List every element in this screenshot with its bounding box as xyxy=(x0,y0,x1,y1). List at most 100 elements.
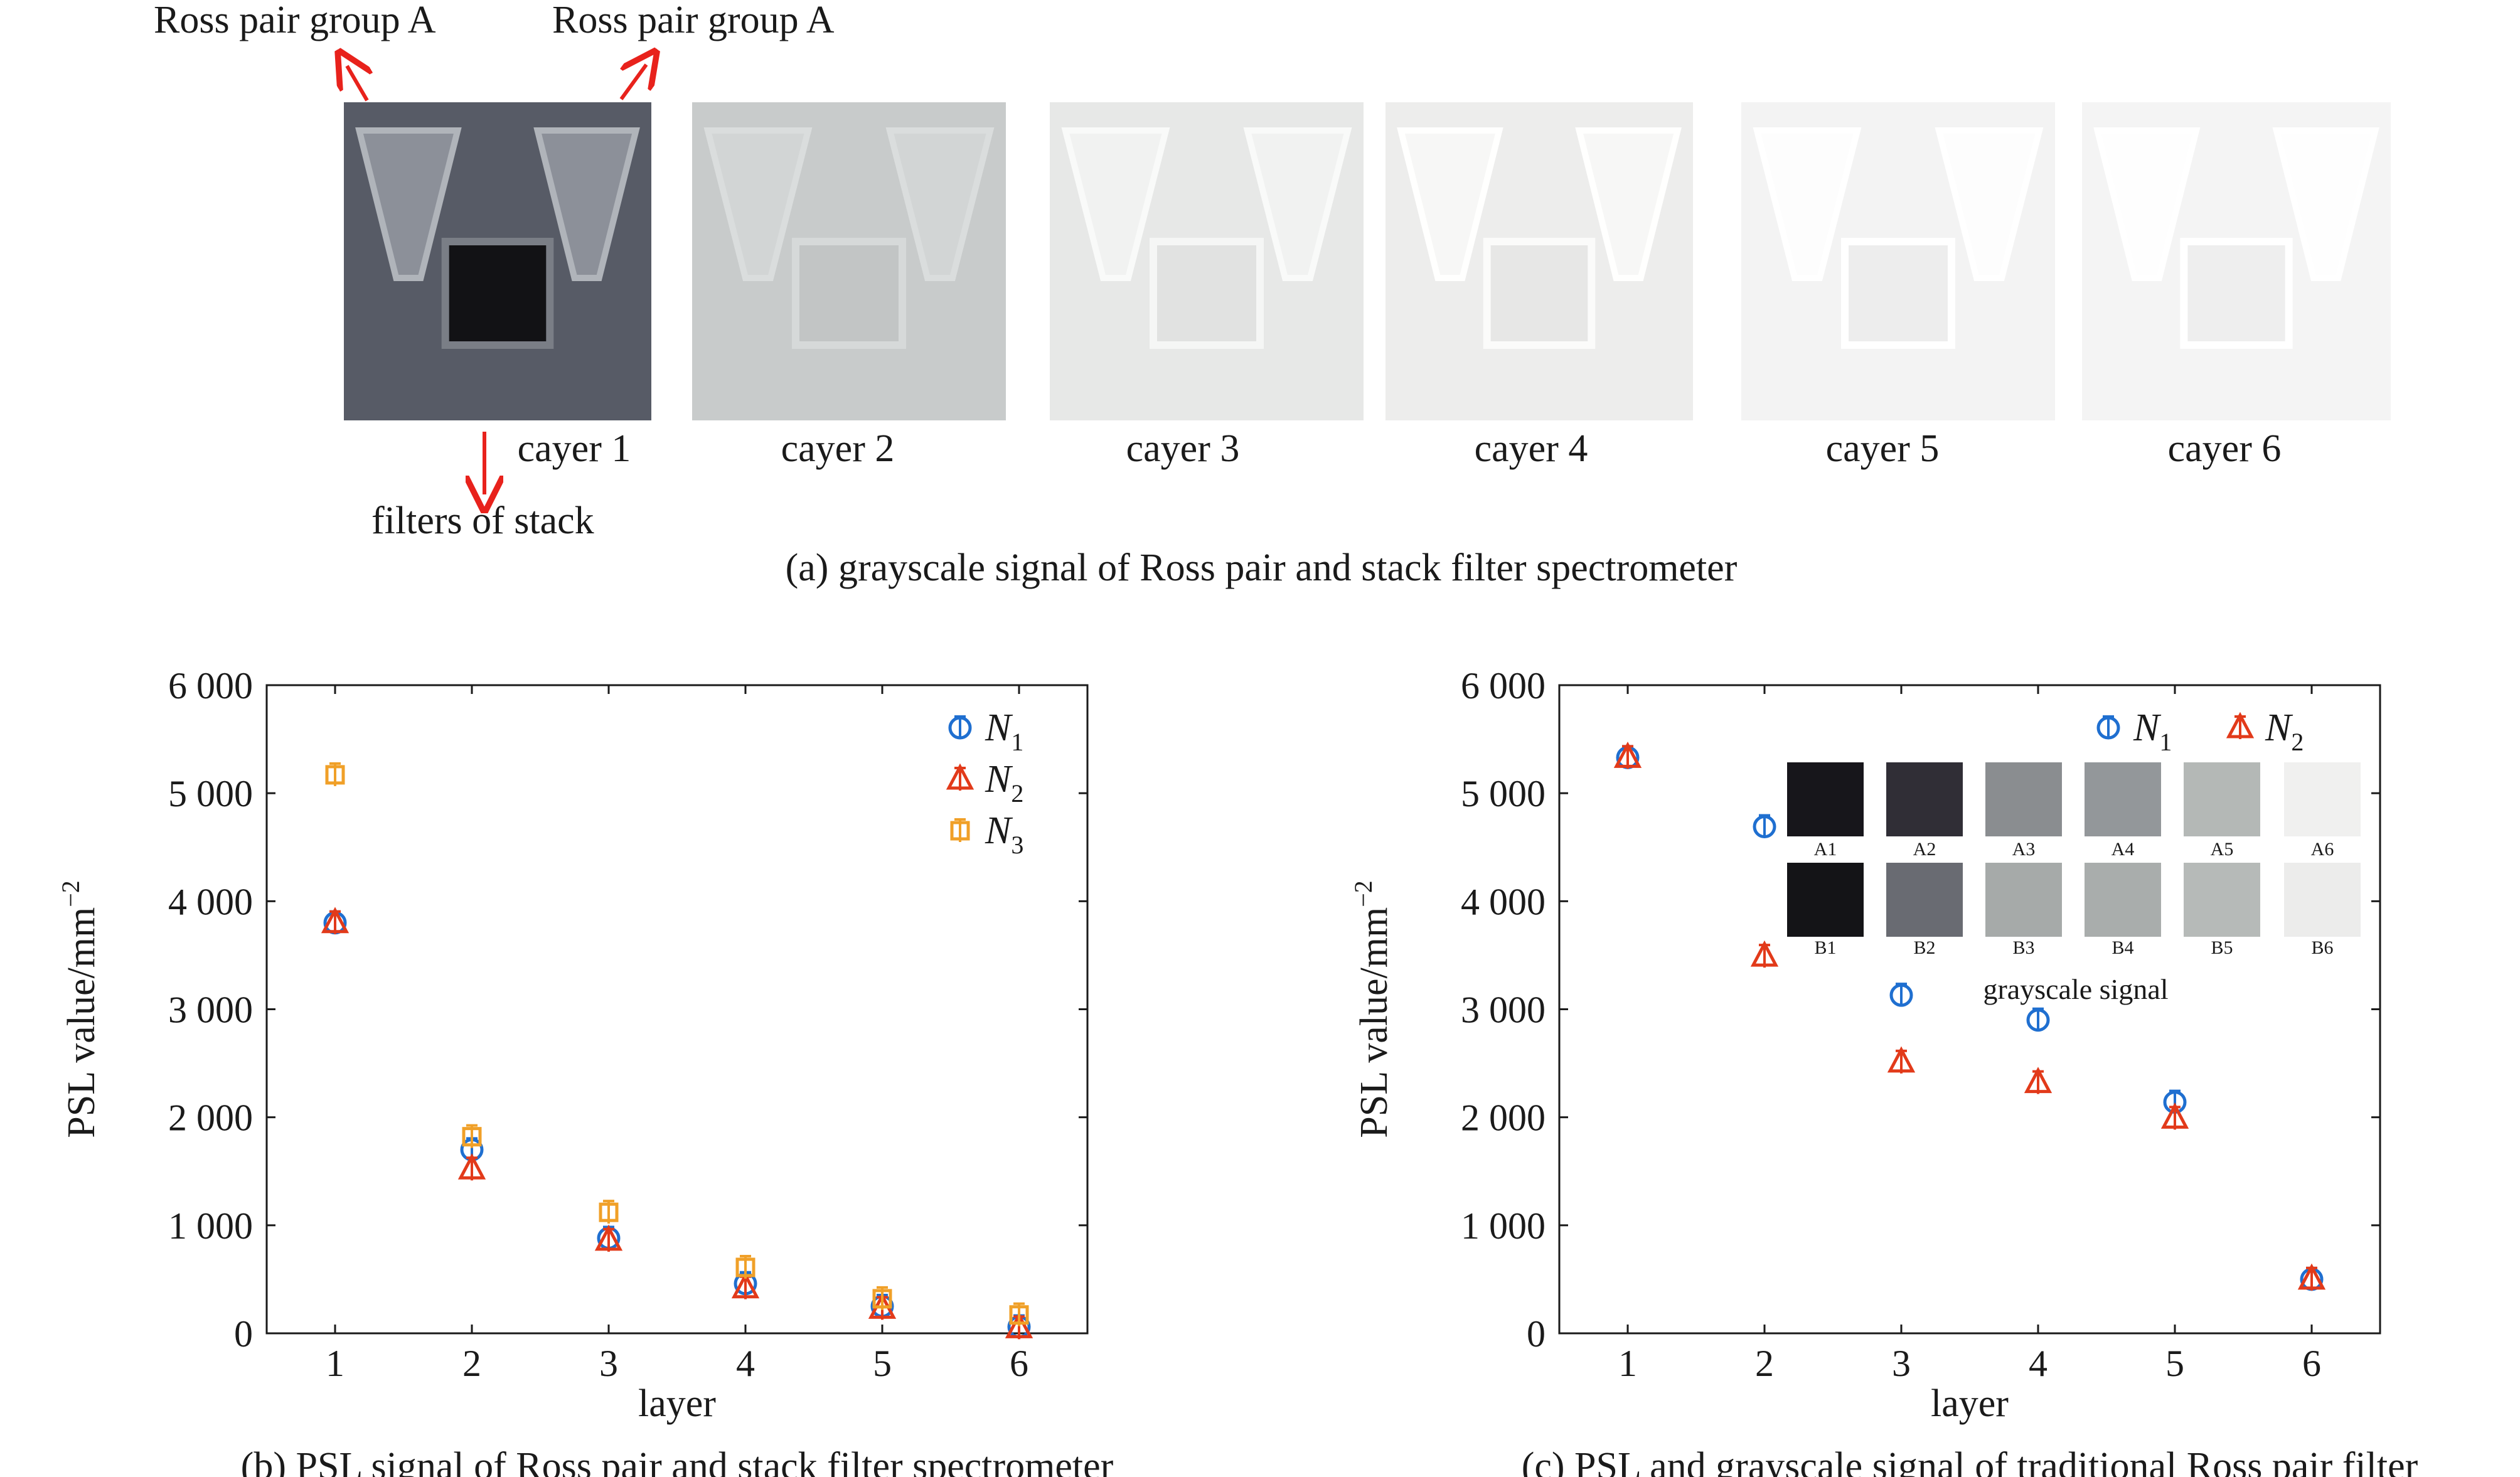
legend-label: N3 xyxy=(985,809,1023,859)
arrow-ross-right xyxy=(619,65,646,100)
x-tick-label: 2 xyxy=(1755,1343,1774,1384)
x-tick-label: 1 xyxy=(326,1343,344,1384)
x-tick-label: 6 xyxy=(1010,1343,1028,1384)
series-N2 xyxy=(321,907,1033,1340)
ross-filter-left xyxy=(703,127,813,281)
x-axis-label: layer xyxy=(638,1382,716,1425)
stack-filter-window xyxy=(1841,238,1955,349)
grayscale-inset: A1 A2 A3 A4 A5 A6 B1 B2 B3 B4 B5 B6 grayscale signal xyxy=(1787,762,2361,1005)
grayscale-swatch-B6 xyxy=(2284,863,2361,937)
legend-label: N2 xyxy=(985,758,1023,808)
grayscale-swatch-B3 xyxy=(1985,863,2062,937)
legend-entry-N2: N2 xyxy=(946,758,1023,808)
layer-label-1: cayer 1 xyxy=(518,427,631,470)
x-tick-label: 6 xyxy=(2302,1343,2321,1384)
film-layer-4 xyxy=(1385,102,1693,420)
inset-title: grayscale signal xyxy=(1983,973,2168,1005)
ross-filter-right xyxy=(2272,127,2379,281)
film-layer-3 xyxy=(1050,102,1364,420)
swatch-label: B5 xyxy=(2211,937,2233,958)
film-layer-1 xyxy=(344,102,651,420)
series-N2 xyxy=(1613,742,2326,1291)
panel-a-grayscale: Ross pair group A Ross pair group A filt… xyxy=(154,0,2391,589)
swatch-label: B4 xyxy=(2112,937,2133,958)
ross-filter-right xyxy=(1575,127,1682,281)
ross-filter-right xyxy=(1935,127,2044,281)
ross-filter-right xyxy=(1243,127,1352,281)
plot-frame xyxy=(265,684,1089,1335)
stack-filter-window xyxy=(1483,238,1596,349)
y-tick-label: 0 xyxy=(234,1313,253,1355)
grayscale-swatch-B5 xyxy=(2184,863,2260,937)
grayscale-swatch-B2 xyxy=(1886,863,1963,937)
caption-a: (a) grayscale signal of Ross pair and st… xyxy=(786,547,1738,589)
chart-caption: (b) PSL signal of Ross pair and stack fi… xyxy=(241,1445,1114,1477)
grayscale-swatch-A1 xyxy=(1787,762,1864,836)
chart-c-psl-ross: 0 1 000 2 000 3 000 4 000 5 000 6 000 1 2 3 4 5 6 lay… xyxy=(1349,665,2418,1477)
swatch-label: A3 xyxy=(2012,839,2036,860)
legend-entry-N1: N1 xyxy=(2096,707,2172,756)
x-tick-label: 4 xyxy=(2029,1343,2048,1384)
x-tick-label: 4 xyxy=(736,1343,755,1384)
ross-filter-left xyxy=(2093,127,2201,281)
y-axis-label: PSL value/mm−2 xyxy=(1349,880,1396,1138)
legend-label: N1 xyxy=(985,707,1023,756)
ross-filter-right xyxy=(885,127,995,281)
x-tick-label: 2 xyxy=(462,1343,481,1384)
film-layer-6 xyxy=(2082,102,2391,420)
x-tick-label: 5 xyxy=(873,1343,892,1384)
layer-label-3: cayer 3 xyxy=(1126,427,1240,470)
y-tick-label: 0 xyxy=(1527,1313,1546,1355)
grayscale-swatch-B1 xyxy=(1787,863,1864,937)
x-tick-label: 3 xyxy=(1892,1343,1911,1384)
x-tick-label: 5 xyxy=(2165,1343,2184,1384)
grayscale-swatch-A6 xyxy=(2284,762,2361,836)
layer-labels: cayer 1 cayer 2 cayer 3 cayer 4 cayer 5 … xyxy=(518,427,2282,470)
y-tick-label: 3 000 xyxy=(1461,989,1546,1031)
layer-label-2: cayer 2 xyxy=(781,427,895,470)
y-tick-label: 2 000 xyxy=(1461,1097,1546,1139)
annotation-filters: filters of stack xyxy=(371,499,594,542)
grayscale-swatch-B4 xyxy=(2085,863,2161,937)
ross-filter-left xyxy=(1397,127,1503,281)
arrow-ross-left xyxy=(347,66,367,102)
y-tick-label: 4 000 xyxy=(1461,881,1546,922)
grayscale-swatch-A5 xyxy=(2184,762,2260,836)
stack-filter-window xyxy=(2180,238,2293,349)
legend-entry-N3: N3 xyxy=(950,809,1023,859)
swatch-label: A1 xyxy=(1814,839,1837,860)
legend-entry-N1: N1 xyxy=(948,707,1023,756)
y-tick-label: 5 000 xyxy=(168,773,253,814)
film-layer-5 xyxy=(1741,102,2055,420)
swatch-label: B1 xyxy=(1814,937,1836,958)
x-tick-label: 1 xyxy=(1618,1343,1637,1384)
grayscale-swatch-A3 xyxy=(1985,762,2062,836)
stack-filter-window xyxy=(792,238,906,349)
swatch-label: A5 xyxy=(2211,839,2234,860)
stack-filter-window xyxy=(441,238,554,349)
x-tick-label: 3 xyxy=(599,1343,618,1384)
legend-label: N2 xyxy=(2265,707,2304,756)
ross-filter-left xyxy=(355,127,462,281)
y-tick-label: 5 000 xyxy=(1461,773,1546,814)
swatch-label: A2 xyxy=(1913,839,1936,860)
y-tick-label: 4 000 xyxy=(168,881,253,922)
legend-entry-N2: N2 xyxy=(2226,707,2304,756)
y-tick-label: 6 000 xyxy=(1461,665,1546,707)
layer-label-4: cayer 4 xyxy=(1475,427,1588,470)
swatch-label: B6 xyxy=(2311,937,2333,958)
ross-filter-left xyxy=(1753,127,1862,281)
layer-label-5: cayer 5 xyxy=(1826,427,1940,470)
y-tick-label: 6 000 xyxy=(168,665,253,707)
legend-label: N1 xyxy=(2133,707,2172,756)
chart-b-psl-stack: 0 1 000 2 000 3 000 4 000 5 000 6 000 1 2 3 4 5 6 lay… xyxy=(56,665,1114,1477)
y-tick-label: 1 000 xyxy=(168,1205,253,1247)
annotation-ross-right: Ross pair group A xyxy=(552,0,835,41)
film-images xyxy=(344,102,2391,420)
series-N1 xyxy=(323,910,1031,1339)
y-tick-label: 3 000 xyxy=(168,989,253,1031)
swatch-label: A6 xyxy=(2311,839,2334,860)
annotation-ross-left: Ross pair group A xyxy=(154,0,436,41)
swatch-label: B3 xyxy=(2012,937,2034,958)
